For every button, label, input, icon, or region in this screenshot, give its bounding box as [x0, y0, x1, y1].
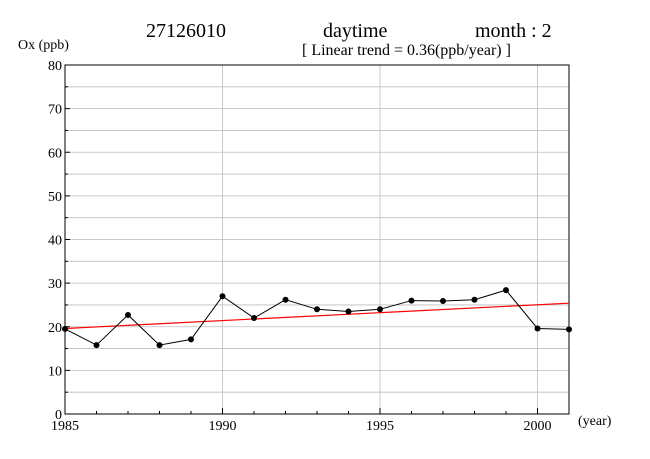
data-point	[408, 297, 415, 304]
axis-ticks: 0 10 20 30 40 50 60 70 80 1985 1990 1995 2000	[48, 59, 570, 434]
period-label: daytime	[323, 20, 388, 42]
data-point	[125, 311, 131, 318]
x-tick-label: 2000	[524, 419, 552, 434]
y-tick-label: 10	[48, 364, 62, 379]
series-group	[62, 287, 572, 349]
data-point	[377, 306, 383, 313]
trend-label: [ Linear trend = 0.36(ppb/year) ]	[302, 42, 511, 59]
x-tick-label: 1990	[209, 419, 237, 434]
y-tick-label: 20	[48, 321, 62, 336]
trend-line	[64, 302, 570, 330]
data-point	[345, 308, 352, 315]
y-tick-label: 70	[48, 103, 62, 118]
data-point	[188, 336, 194, 343]
y-tick-label: 60	[48, 146, 62, 161]
data-point	[440, 298, 446, 305]
data-point	[156, 342, 163, 349]
y-tick-label: 30	[48, 277, 62, 292]
data-point	[314, 306, 320, 313]
data-point	[93, 342, 100, 349]
y-axis-title: Ox (ppb)	[18, 38, 69, 53]
x-tick-label: 1985	[51, 419, 79, 434]
data-point	[62, 325, 68, 332]
y-tick-label: 50	[48, 190, 62, 205]
y-tick-label: 0	[55, 408, 62, 423]
y-tick-label: 40	[48, 234, 62, 249]
series-line	[64, 289, 570, 346]
data-point	[566, 326, 572, 333]
data-point	[534, 325, 541, 332]
month-label: month : 2	[475, 20, 552, 42]
data-point	[471, 296, 478, 303]
station-id: 27126010	[146, 20, 226, 42]
x-tick-label: 1995	[366, 419, 394, 434]
data-point	[503, 287, 509, 294]
data-point	[282, 296, 289, 303]
data-point	[219, 293, 226, 300]
grid	[65, 65, 569, 414]
data-point	[251, 315, 257, 322]
y-tick-label: 80	[48, 59, 62, 74]
trend-line-group	[64, 302, 570, 330]
x-axis-title: (year)	[578, 414, 612, 429]
